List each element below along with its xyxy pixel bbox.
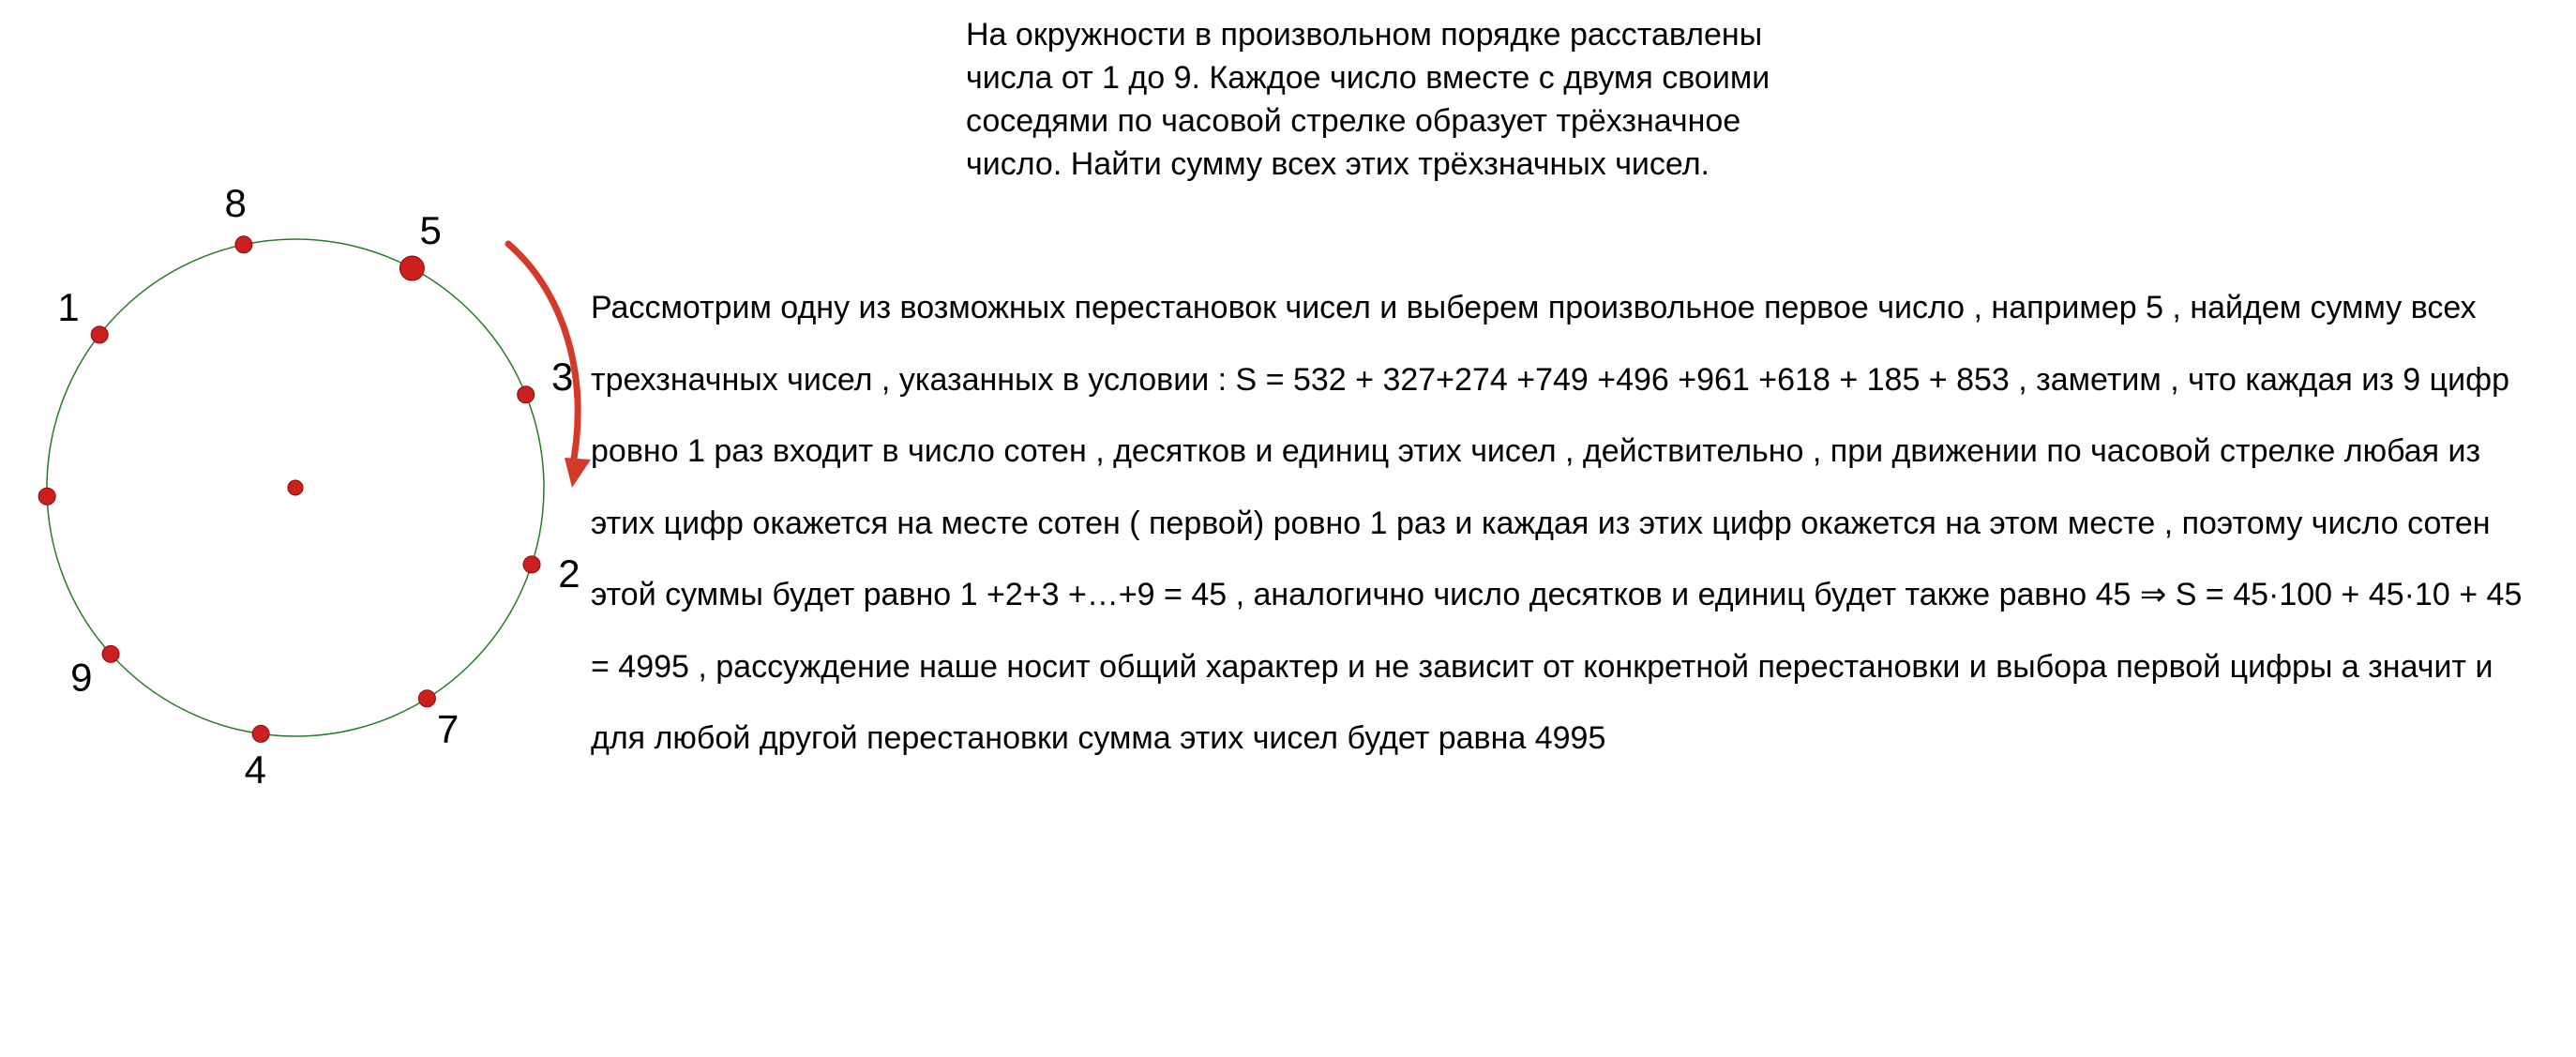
page-root: 532749618 На окружности в произвольном п… [0, 0, 2576, 1057]
center-point [288, 480, 303, 495]
perimeter-label-9: 9 [70, 656, 92, 700]
perimeter-label-2: 2 [558, 551, 580, 596]
perimeter-label-1: 1 [57, 285, 79, 329]
perimeter-point-9 [102, 645, 119, 662]
perimeter-label-4: 4 [245, 747, 266, 792]
solution-text: Рассмотрим одну из возможных перестаново… [591, 272, 2523, 775]
perimeter-point-3 [518, 386, 535, 403]
circle-diagram-svg: 532749618 [19, 75, 619, 1013]
clockwise-arrow-head [565, 458, 591, 488]
perimeter-label-8: 8 [224, 181, 246, 225]
perimeter-point-6 [38, 488, 55, 505]
perimeter-point-5 [399, 256, 424, 280]
perimeter-point-2 [523, 556, 540, 573]
perimeter-label-3: 3 [551, 355, 573, 399]
perimeter-label-5: 5 [419, 208, 441, 252]
perimeter-point-7 [418, 690, 435, 707]
circle-diagram: 532749618 [19, 75, 619, 1013]
perimeter-point-4 [252, 725, 269, 742]
problem-statement: На окружности в произвольном порядке рас… [966, 14, 1791, 187]
perimeter-label-7: 7 [437, 706, 459, 750]
perimeter-point-1 [91, 326, 108, 343]
perimeter-point-8 [235, 236, 252, 253]
